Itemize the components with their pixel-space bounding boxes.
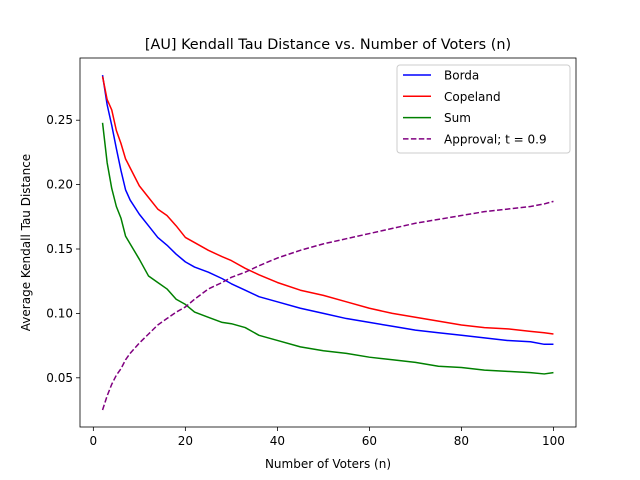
y-axis: 0.05 0.10 0.15 0.20 0.25 <box>46 113 80 385</box>
x-axis-label: Number of Voters (n) <box>265 457 391 471</box>
x-tick-label: 40 <box>270 434 285 448</box>
y-tick-label: 0.25 <box>46 113 73 127</box>
x-tick-label: 100 <box>542 434 565 448</box>
series-line-approval-t-0-9 <box>101 200 554 411</box>
y-tick-label: 0.10 <box>46 306 73 320</box>
y-axis-label: Average Kendall Tau Distance <box>19 154 33 331</box>
chart-title: [AU] Kendall Tau Distance vs. Number of … <box>145 37 511 53</box>
y-tick-label: 0.15 <box>46 242 73 256</box>
legend-label-approval-t-0-9: Approval; t = 0.9 <box>444 132 547 146</box>
legend-label-sum: Sum <box>444 111 471 125</box>
legend-label-borda: Borda <box>444 69 479 83</box>
y-tick-label: 0.20 <box>46 178 73 192</box>
x-tick-label: 80 <box>454 434 469 448</box>
series-line-sum <box>101 122 554 375</box>
series-line-copeland <box>101 76 554 335</box>
legend-box <box>396 64 571 154</box>
series-layer <box>101 75 554 411</box>
x-axis: 0 20 40 60 80 100 <box>90 427 565 448</box>
series-line-borda <box>101 75 554 346</box>
legend: Borda Copeland Sum Approval; t = 0.9 <box>396 64 571 154</box>
x-tick-label: 0 <box>90 434 98 448</box>
x-tick-label: 20 <box>178 434 193 448</box>
plot-frame <box>79 57 577 428</box>
y-tick-label: 0.05 <box>46 371 73 385</box>
x-tick-label: 60 <box>362 434 377 448</box>
legend-label-copeland: Copeland <box>444 90 501 104</box>
